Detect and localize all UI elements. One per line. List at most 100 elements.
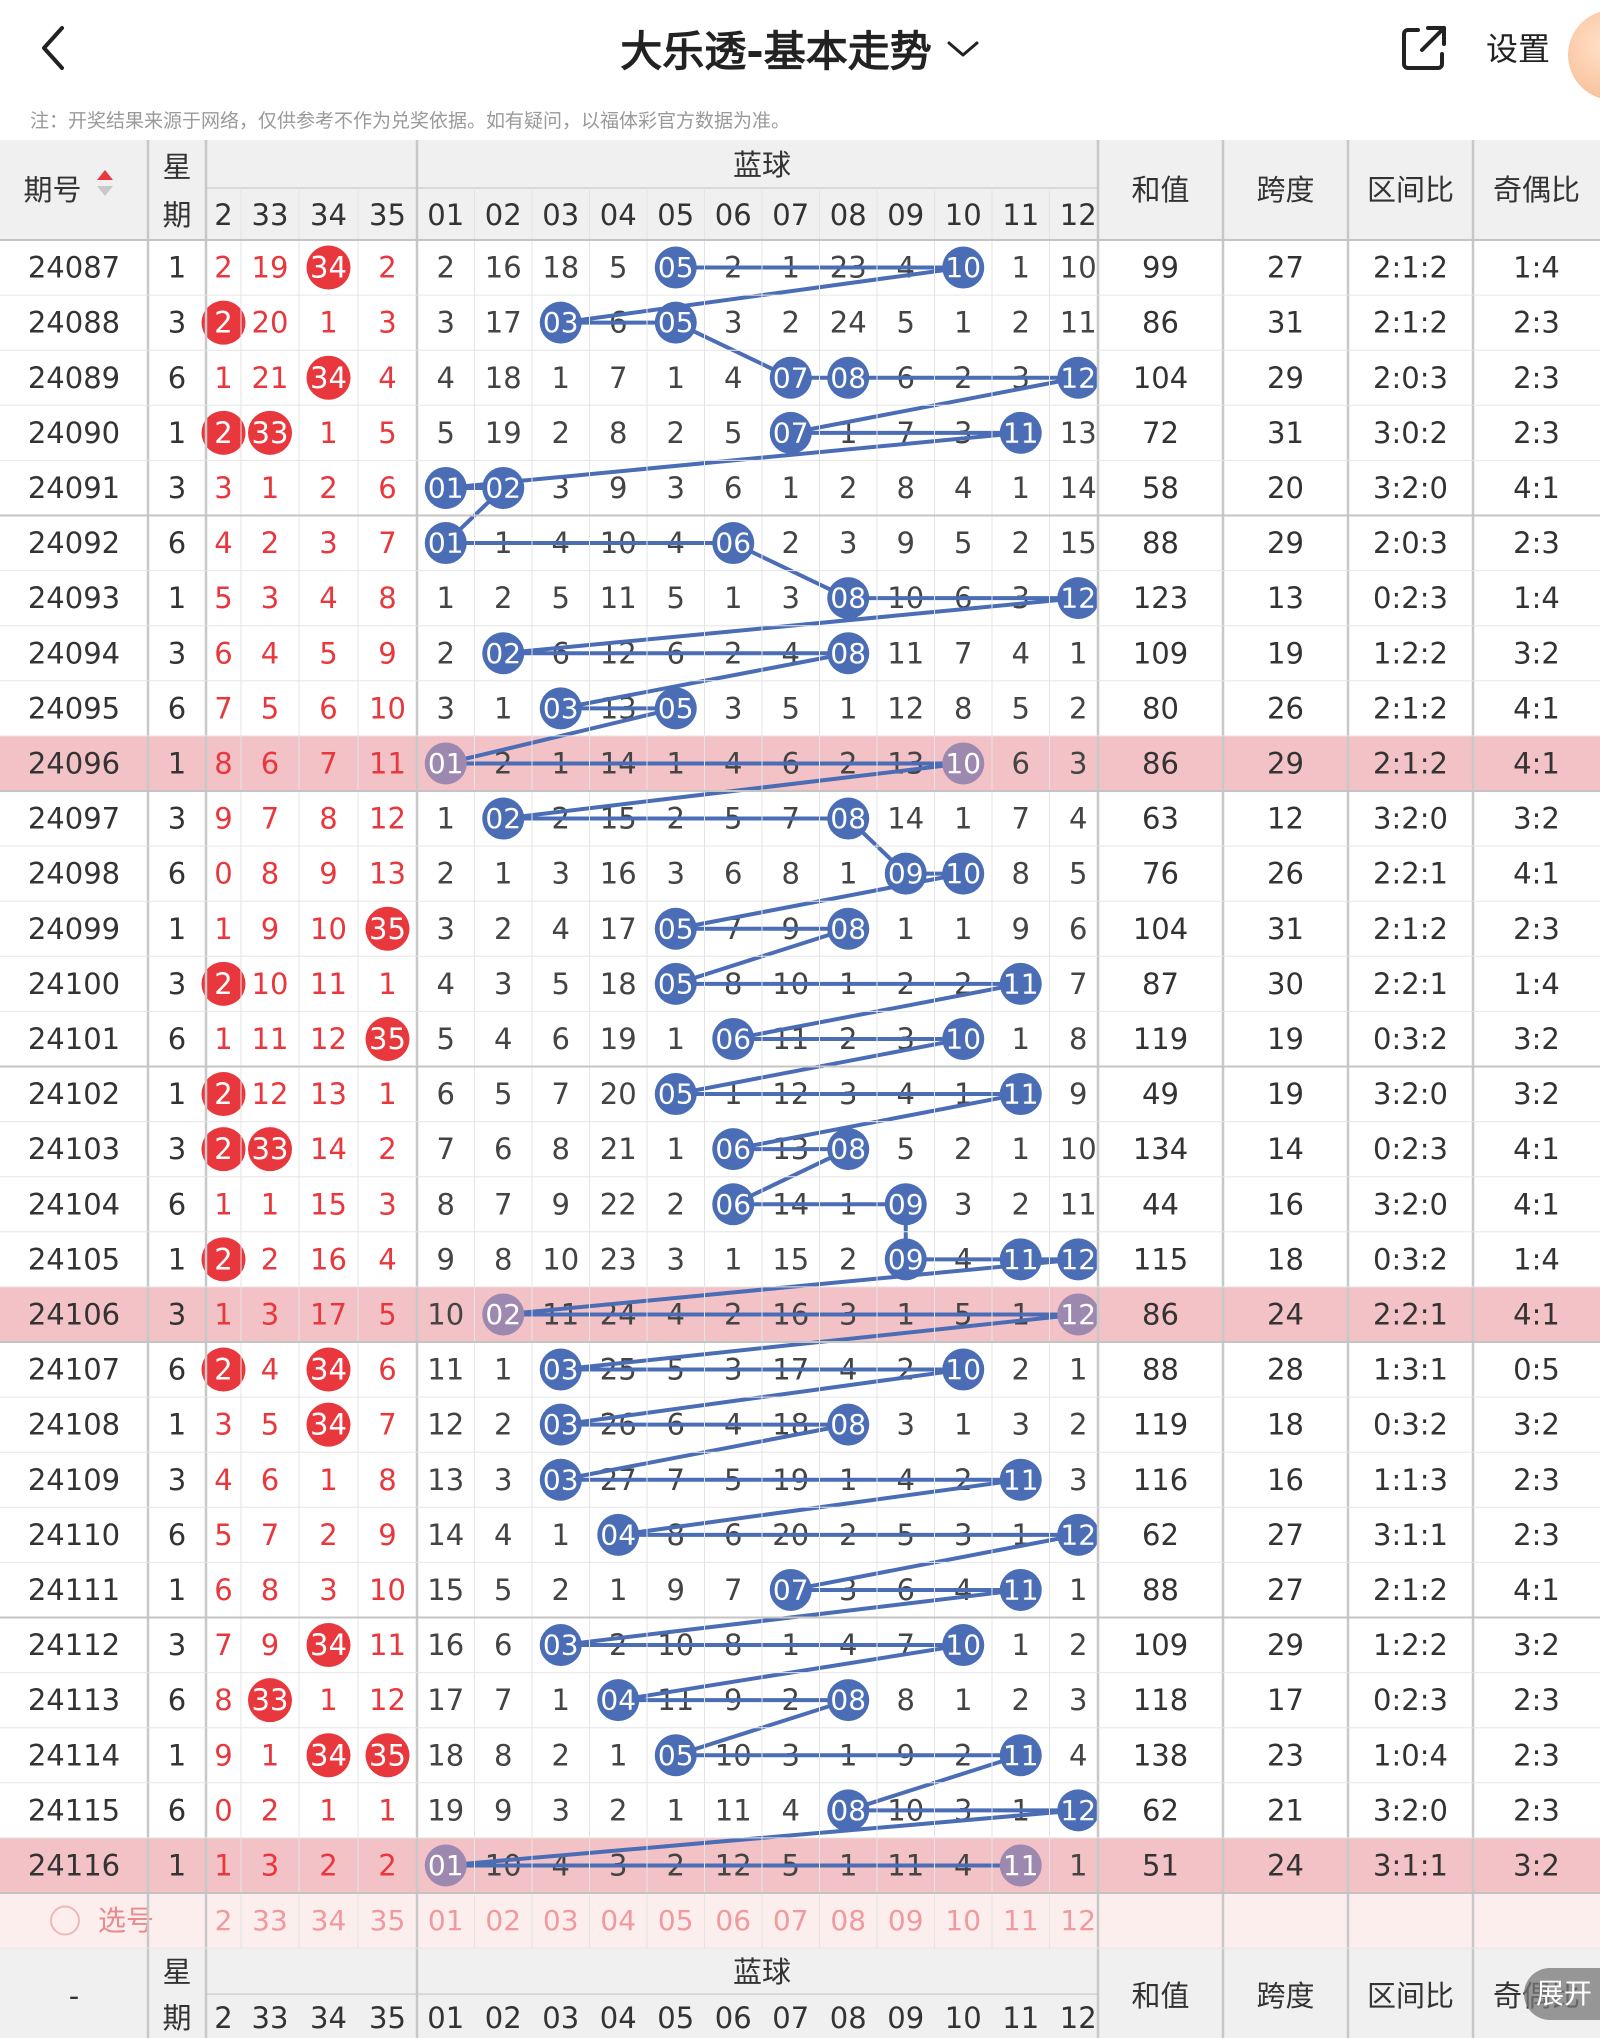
table-row[interactable]: 24095675610310313053511285280262:1:24:1: [28, 691, 1560, 725]
weekday: 1: [168, 912, 186, 946]
front-cell: 3: [319, 526, 337, 560]
zone-ratio: 0:2:3: [1373, 581, 1448, 615]
back-col-header: 10: [945, 198, 982, 232]
table-row[interactable]: 24105122164981023311520941112115180:3:21…: [28, 1242, 1560, 1276]
table-row[interactable]: 24093153481251151308106312123130:2:31:4: [28, 581, 1560, 615]
table-row[interactable]: 240883220133170360532245121186312:1:22:3: [28, 306, 1560, 340]
back-cell: 8: [897, 471, 915, 505]
weekday: 6: [168, 1793, 186, 1827]
sort-up-icon[interactable]: [97, 170, 113, 180]
table-row[interactable]: 24115602111993211140810311262213:2:02:3: [28, 1793, 1560, 1827]
select-back-number: 02: [485, 1904, 521, 1937]
select-back-number: 03: [543, 1904, 579, 1937]
span-value: 29: [1267, 746, 1304, 780]
odd-even-ratio: 1:4: [1513, 1242, 1560, 1276]
blue-ball-label: 12: [1060, 1298, 1096, 1331]
front-cell: 8: [378, 1463, 396, 1497]
select-radio-icon[interactable]: [50, 1905, 80, 1936]
week-header: 星: [162, 150, 191, 184]
back-cell: 8: [437, 1187, 455, 1221]
front-cell: 0: [214, 1793, 232, 1827]
table-row[interactable]: 2409860891321316368109108576262:2:14:1: [28, 857, 1560, 891]
blue-ball-label: 12: [1060, 361, 1096, 394]
blue-ball: [424, 742, 467, 785]
odd-even-ratio: 2:3: [1513, 361, 1560, 395]
blue-ball-label: 03: [543, 306, 579, 339]
blue-ball: [942, 1348, 985, 1391]
back-cell: 8: [609, 416, 627, 450]
front-cell: 1: [214, 361, 232, 395]
back-cell: 1: [1012, 1132, 1030, 1166]
blue-ball: [942, 1017, 985, 1060]
back-cell: 3: [437, 912, 455, 946]
sum-value: 88: [1142, 1573, 1179, 1607]
blue-ball-label: 10: [945, 1022, 981, 1055]
back-cell: 2: [1012, 306, 1030, 340]
back-col-header: 09: [887, 198, 924, 232]
footer-front-col: 34: [310, 2001, 347, 2035]
red-ball: [248, 1678, 292, 1723]
zone-ratio: 3:1:1: [1373, 1518, 1448, 1552]
period-number: 24103: [28, 1132, 120, 1166]
back-cell: 1: [1012, 1628, 1030, 1662]
blue-ball-label: 05: [658, 692, 694, 725]
blue-ball-label: 06: [715, 527, 751, 560]
weekday: 1: [168, 1738, 186, 1772]
back-button[interactable]: [30, 20, 80, 76]
blue-ball: [539, 1348, 582, 1391]
chevron-left-icon: [42, 26, 64, 70]
select-front-number: 33: [252, 1904, 288, 1937]
back-cell: 5: [437, 416, 455, 450]
blue-ball: [827, 1128, 870, 1171]
back-cell: 5: [667, 581, 685, 615]
zone-ratio: 2:2:1: [1373, 857, 1448, 891]
settings-button[interactable]: 设置: [1486, 30, 1551, 68]
table-row[interactable]: 2409264237011410406239521588292:0:32:3: [28, 526, 1560, 560]
red-ball-label: 2: [214, 1242, 232, 1276]
red-ball: [306, 1402, 351, 1447]
odd-even-ratio: 2:3: [1513, 912, 1560, 946]
period-number: 24095: [28, 691, 120, 725]
sort-down-icon[interactable]: [97, 186, 113, 196]
select-back-number: 09: [888, 1904, 924, 1937]
front-cell: 8: [378, 581, 396, 615]
back-cell: 10: [427, 1297, 464, 1331]
zone-ratio: 2:0:3: [1373, 361, 1448, 395]
share-button[interactable]: [1396, 20, 1452, 76]
blue-ball: [827, 1789, 870, 1832]
front-cell: 3: [378, 1187, 396, 1221]
footer-back-col: 05: [657, 2001, 694, 2035]
back-cell: 3: [1069, 1463, 1087, 1497]
back-cell: 1: [437, 802, 455, 836]
front-cell: 2: [319, 1518, 337, 1552]
front-cell: 15: [310, 1187, 347, 1221]
back-col-header: 02: [485, 198, 522, 232]
expand-button[interactable]: 展开: [1524, 1968, 1600, 2020]
front-cell: 6: [261, 1463, 279, 1497]
front-cell: 4: [261, 1353, 279, 1387]
blue-ball-label: 12: [1060, 582, 1096, 615]
back-cell: 16: [485, 251, 522, 285]
table-row[interactable]: 24101611112355461910611231018119190:3:23…: [28, 1022, 1560, 1056]
back-cell: 24: [830, 306, 867, 340]
back-cell: 1: [954, 306, 972, 340]
zone-ratio: 3:2:0: [1373, 802, 1448, 836]
back-cell: 8: [494, 1242, 512, 1276]
back-cell: 2: [437, 636, 455, 670]
odd-even-ratio: 3:2: [1513, 1628, 1560, 1662]
blue-ball: [942, 1624, 985, 1667]
back-cell: 5: [552, 967, 570, 1001]
blue-ball-label: 11: [1003, 416, 1039, 449]
back-cell: 9: [667, 1573, 685, 1607]
back-cell: 17: [427, 1683, 464, 1717]
front-cell: 2: [378, 1848, 396, 1882]
span-value: 24: [1267, 1297, 1304, 1331]
select-front-number: 34: [311, 1904, 347, 1937]
sum-value: 86: [1142, 1297, 1179, 1331]
blue-ball: [999, 411, 1042, 454]
span-value: 18: [1267, 1242, 1304, 1276]
back-cell: 3: [839, 526, 857, 560]
table-row[interactable]: 240913312601023936128411458203:2:04:1: [28, 471, 1560, 505]
back-cell: 1: [494, 857, 512, 891]
page-title[interactable]: 大乐透-基本走势: [0, 18, 1600, 79]
